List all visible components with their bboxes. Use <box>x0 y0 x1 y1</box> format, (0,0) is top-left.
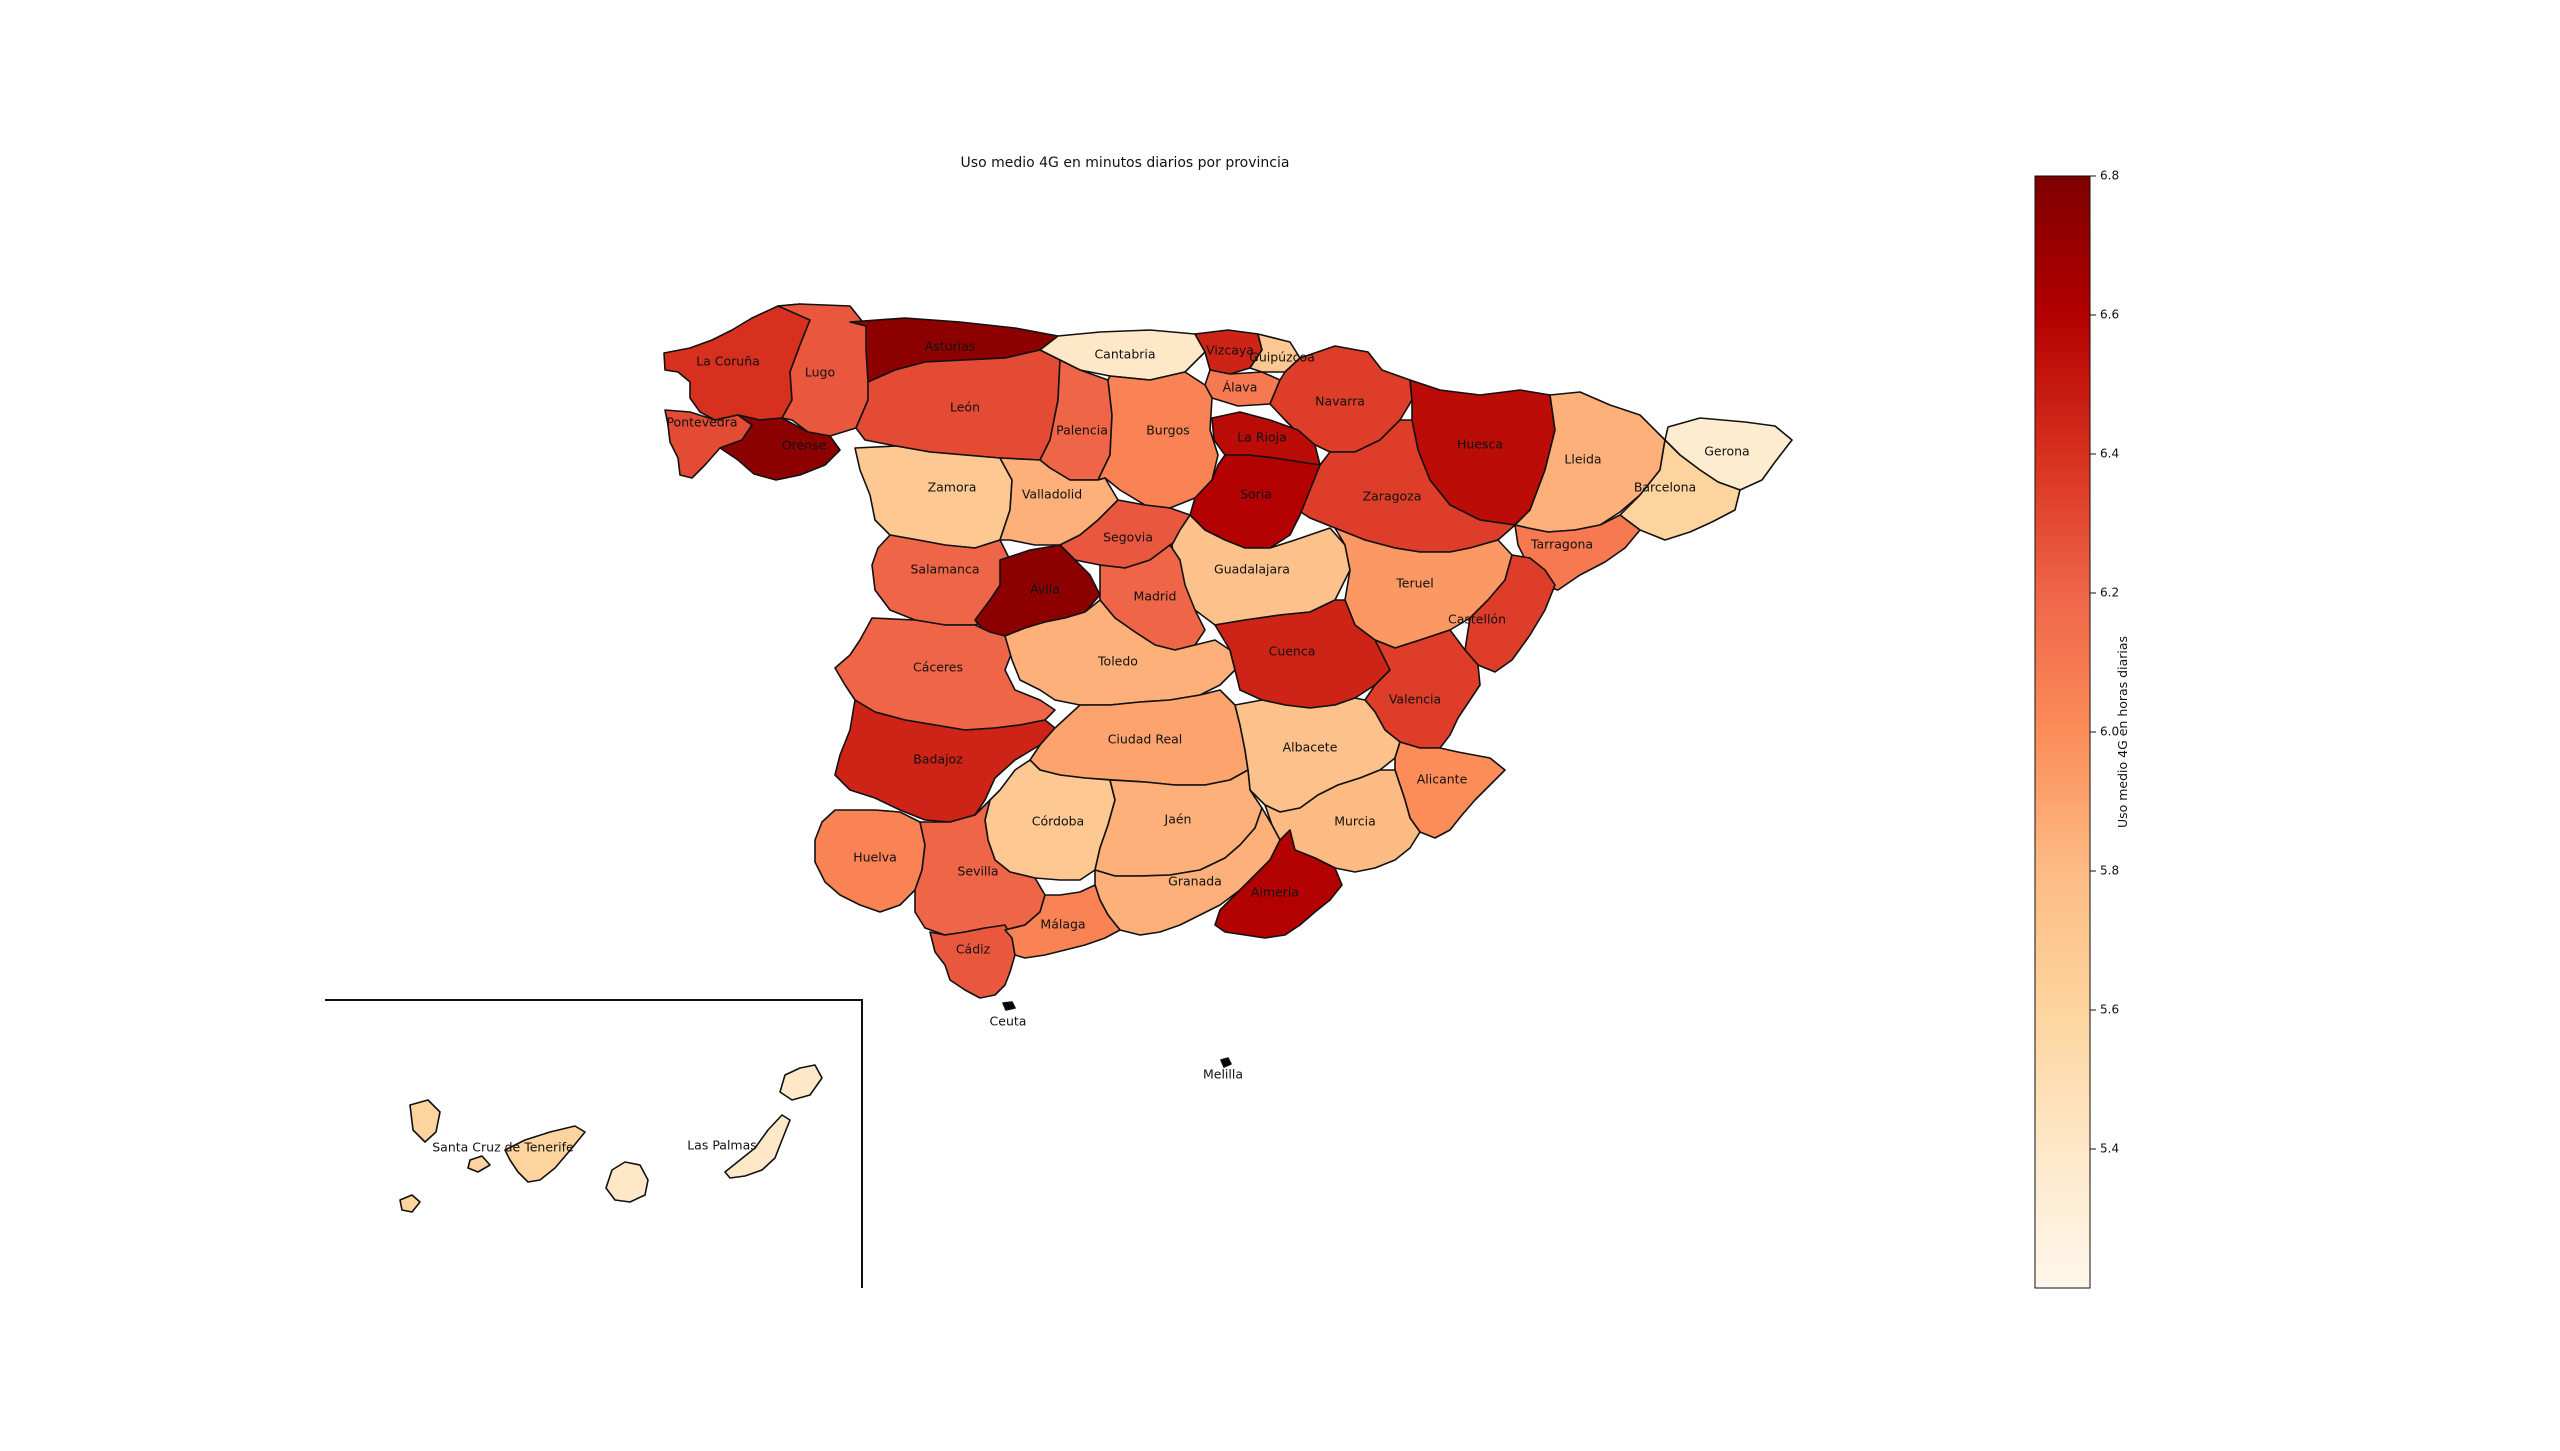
colorbar-tick-label: 6.0 <box>2100 725 2119 739</box>
colorbar-gradient <box>2034 175 2091 1289</box>
province-ceuta <box>1002 1001 1016 1011</box>
colorbar: 5.4 5.6 5.8 6.0 6.2 6.4 6.6 6.8 Uso medio 4G en … <box>2034 169 2130 1289</box>
colorbar-tick-label: 5.4 <box>2100 1142 2119 1156</box>
label-ciudad-real: Ciudad Real <box>1108 732 1183 747</box>
province-las-palmas <box>779 1064 823 1101</box>
label-huelva: Huelva <box>853 850 897 865</box>
label-burgos: Burgos <box>1146 423 1190 438</box>
province-las-palmas-part-2 <box>605 1161 649 1203</box>
label-valladolid: Valladolid <box>1022 487 1082 502</box>
province-huelva <box>814 809 926 913</box>
label-cuenca: Cuenca <box>1269 644 1316 659</box>
label-lugo: Lugo <box>805 365 835 380</box>
label-madrid: Madrid <box>1134 589 1177 604</box>
label-teruel: Teruel <box>1395 576 1433 591</box>
label-palencia: Palencia <box>1056 423 1108 438</box>
colorbar-tick-label: 6.8 <box>2100 169 2119 183</box>
label-cantabria: Cantabria <box>1094 347 1155 362</box>
label-avila: Ávila <box>1030 582 1060 597</box>
label-las-palmas: Las Palmas <box>687 1138 757 1153</box>
label-guadalajara: Guadalajara <box>1214 562 1290 577</box>
label-gerona: Gerona <box>1704 444 1749 459</box>
label-asturias: Asturias <box>925 339 976 354</box>
colorbar-tick-label: 5.6 <box>2100 1003 2119 1017</box>
label-santa-cruz-de-tenerife: Santa Cruz de Tenerife <box>432 1140 574 1155</box>
label-cordoba: Córdoba <box>1032 814 1084 829</box>
province-melilla <box>1220 1057 1232 1068</box>
label-cadiz: Cádiz <box>956 942 991 957</box>
province-santa-cruz-de-tenerife <box>409 1099 441 1143</box>
province-barcelona <box>1619 439 1741 541</box>
label-caceres: Cáceres <box>913 660 963 675</box>
province-santa-cruz-de-tenerife-part-3 <box>399 1194 421 1213</box>
label-huesca: Huesca <box>1457 437 1503 452</box>
label-murcia: Murcia <box>1334 814 1376 829</box>
label-tarragona: Tarragona <box>1530 537 1593 552</box>
province-castellon <box>1464 554 1556 673</box>
province-santa-cruz-de-tenerife-part-2 <box>467 1155 491 1173</box>
label-alava: Álava <box>1223 380 1258 395</box>
province-malaga <box>1004 884 1121 959</box>
label-vizcaya: Vizcaya <box>1206 343 1254 358</box>
label-navarra: Navarra <box>1315 394 1365 409</box>
label-la-coruna: La Coruña <box>696 354 760 369</box>
label-valencia: Valencia <box>1389 692 1441 707</box>
province-pontevedra <box>664 409 753 479</box>
label-salamanca: Salamanca <box>910 562 979 577</box>
label-lleida: Lleida <box>1564 452 1601 467</box>
label-alicante: Alicante <box>1417 772 1468 787</box>
label-ceuta: Ceuta <box>990 1014 1027 1029</box>
province-santa-cruz-de-tenerife-part-4 <box>504 1125 586 1183</box>
label-malaga: Málaga <box>1040 917 1085 932</box>
province-labels: La Coruña Lugo Asturias Cantabria VizcayaGui… <box>432 339 1749 1155</box>
province-layer <box>325 303 1793 1288</box>
label-granada: Granada <box>1168 874 1222 889</box>
province-badajoz <box>834 699 1056 823</box>
label-sevilla: Sevilla <box>957 864 998 879</box>
label-zamora: Zamora <box>928 480 977 495</box>
label-badajoz: Badajoz <box>913 752 963 767</box>
label-jaen: Jaén <box>1164 812 1192 827</box>
label-albacete: Albacete <box>1283 740 1338 755</box>
province-zamora <box>854 445 1013 549</box>
label-pontevedra: Pontevedra <box>666 415 737 430</box>
canarias-inset-frame <box>325 999 863 1288</box>
label-guipuzcoa: Guipúzcoa <box>1249 350 1315 365</box>
chart-title: Uso medio 4G en minutos diarios por prov… <box>960 155 1290 171</box>
colorbar-tick-label: 6.2 <box>2100 586 2119 600</box>
province-burgos <box>1097 371 1219 509</box>
province-almeria <box>1214 829 1343 939</box>
colorbar-tick-label: 6.4 <box>2100 447 2119 461</box>
label-orense: Orense <box>782 438 827 453</box>
label-melilla: Melilla <box>1203 1067 1243 1082</box>
label-la-rioja: La Rioja <box>1237 430 1287 445</box>
label-leon: León <box>950 400 980 415</box>
province-las-palmas-part-3 <box>724 1114 791 1179</box>
label-zaragoza: Zaragoza <box>1363 489 1422 504</box>
label-barcelona: Barcelona <box>1634 480 1696 495</box>
label-toledo: Toledo <box>1097 654 1138 669</box>
label-soria: Soria <box>1240 487 1272 502</box>
colorbar-tick-label: 5.8 <box>2100 864 2119 878</box>
label-castellon: Castellón <box>1448 612 1506 627</box>
colorbar-tick-label: 6.6 <box>2100 308 2119 322</box>
label-segovia: Segovia <box>1103 530 1153 545</box>
province-cadiz <box>929 924 1016 999</box>
colorbar-label: Uso medio 4G en horas diarias <box>2115 636 2130 828</box>
province-orense <box>719 414 841 481</box>
label-almeria: Almería <box>1251 885 1299 900</box>
province-guipuzcoa <box>1249 333 1301 373</box>
